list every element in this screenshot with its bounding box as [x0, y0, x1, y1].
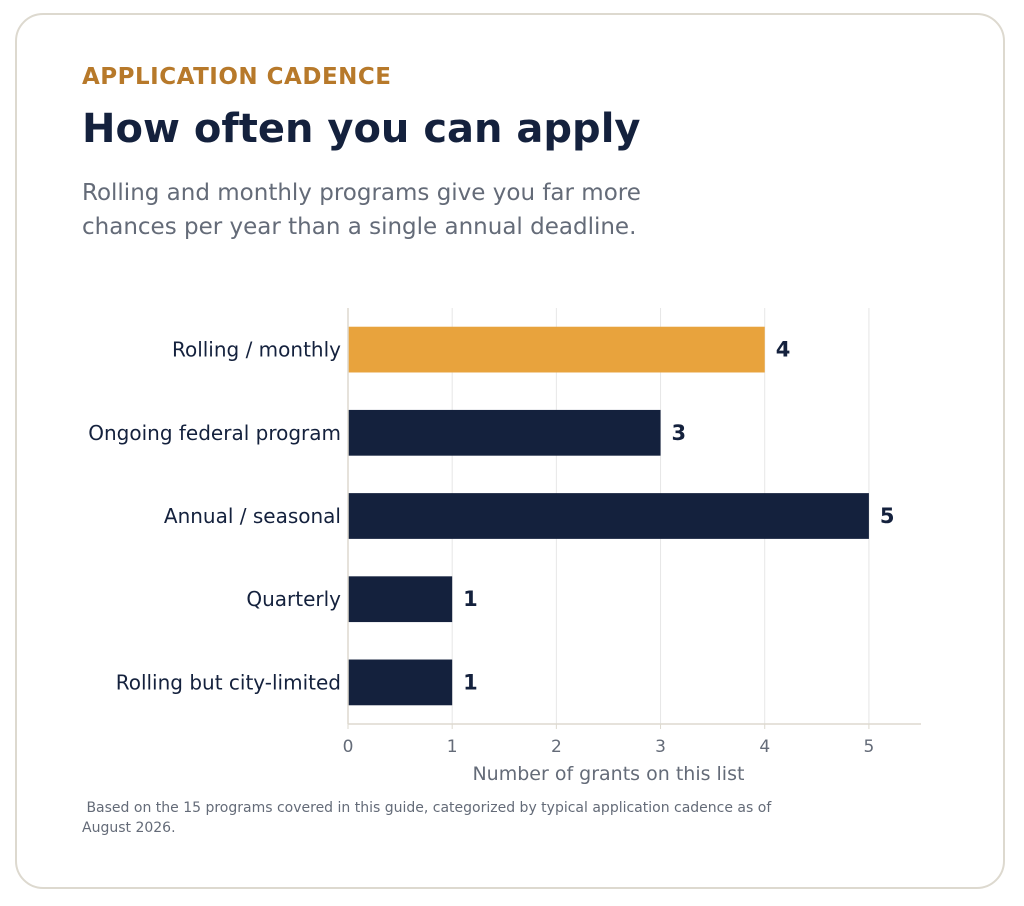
- value-label-4: 1: [463, 670, 478, 694]
- x-tick-label-5: 5: [863, 737, 874, 757]
- x-tick-label-0: 0: [343, 737, 354, 757]
- chart-title: How often you can apply: [82, 106, 641, 152]
- category-label-0: Rolling / monthly: [172, 338, 341, 362]
- bar-2: [348, 493, 869, 539]
- value-label-2: 5: [880, 504, 895, 528]
- value-label-0: 4: [776, 338, 791, 362]
- chart-subtitle: Rolling and monthly programs give you fa…: [82, 180, 641, 240]
- value-label-1: 3: [672, 421, 687, 445]
- category-label-3: Quarterly: [246, 587, 341, 611]
- bar-3: [348, 576, 453, 623]
- bar-0: [348, 326, 765, 373]
- category-label-4: Rolling but city-limited: [116, 670, 341, 694]
- x-tick-label-4: 4: [759, 737, 770, 757]
- bar-1: [348, 409, 661, 456]
- category-label-2: Annual / seasonal: [164, 504, 341, 528]
- x-tick-label-3: 3: [655, 737, 666, 757]
- x-axis-title: Number of grants on this list: [472, 763, 744, 785]
- footnote: Based on the 15 programs covered in this…: [82, 800, 776, 836]
- category-label-1: Ongoing federal program: [88, 421, 341, 445]
- x-tick-label-1: 1: [447, 737, 458, 757]
- bar-4: [348, 659, 453, 706]
- x-tick-label-2: 2: [551, 737, 562, 757]
- eyebrow-label: APPLICATION CADENCE: [82, 64, 392, 90]
- value-label-3: 1: [463, 587, 478, 611]
